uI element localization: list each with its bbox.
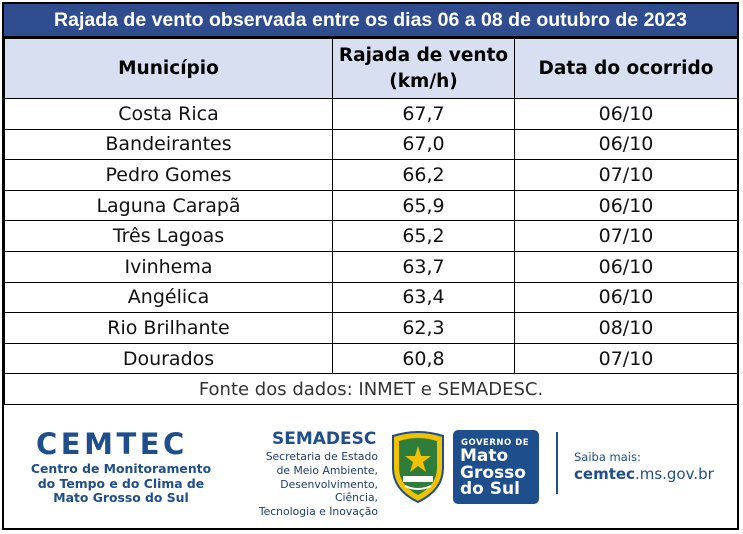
- cell-municipio: Pedro Gomes: [4, 159, 333, 191]
- header-rajada: Rajada de vento (km/h): [332, 38, 515, 99]
- governo-line3: do Sul: [460, 479, 520, 499]
- cell-rajada: 66,2: [332, 159, 515, 191]
- wind-gust-table: Município Rajada de vento (km/h) Data do…: [4, 38, 738, 406]
- page-title: Rajada de vento observada entre os dias …: [4, 4, 737, 38]
- website-bold: cemtec: [574, 465, 635, 483]
- table-row: Três Lagoas 65,2 07/10: [4, 220, 738, 252]
- semadesc-line1: Secretaria de Estado: [265, 450, 378, 463]
- cell-rajada: 65,2: [332, 220, 515, 252]
- header-rajada-line1: Rajada de vento: [338, 44, 509, 66]
- header-municipio: Município: [4, 38, 333, 99]
- cell-rajada: 60,8: [332, 342, 515, 375]
- table-row: Pedro Gomes 66,2 07/10: [4, 159, 738, 191]
- governo-top: GOVERNO DE: [461, 438, 530, 448]
- table-row: Angélica 63,4 06/10: [4, 281, 738, 314]
- cell-rajada: 67,7: [332, 98, 515, 130]
- cemtec-line2: do Tempo e do Clima de: [37, 475, 205, 491]
- table-header-row: Município Rajada de vento (km/h) Data do…: [4, 38, 738, 99]
- saiba-mais-label: Saiba mais:: [574, 450, 641, 464]
- table-row: Bandeirantes 67,0 06/10: [4, 128, 738, 161]
- cell-municipio: Três Lagoas: [4, 220, 333, 252]
- cell-municipio: Angélica: [4, 281, 333, 314]
- cell-municipio: Ivinhema: [4, 250, 333, 283]
- source-row: Fonte dos dados: INMET e SEMADESC.: [4, 373, 738, 406]
- governo-name: Mato Grosso do Sul: [460, 448, 526, 498]
- state-coat-of-arms-icon: [392, 431, 444, 504]
- website-rest: .ms.gov.br: [634, 465, 714, 483]
- governo-line1: Mato: [460, 446, 509, 466]
- cell-rajada: 63,7: [332, 250, 515, 283]
- cell-municipio: Rio Brilhante: [4, 312, 333, 344]
- semadesc-subtitle: Secretaria de Estado de Meio Ambiente, D…: [242, 450, 378, 519]
- semadesc-logo: SEMADESC: [272, 429, 377, 449]
- cell-rajada: 65,9: [332, 189, 515, 222]
- website-link[interactable]: cemtec.ms.gov.br: [574, 465, 714, 483]
- semadesc-line3: Desenvolvimento, Ciência,: [280, 477, 378, 505]
- cemtec-line1: Centro de Monitoramento: [30, 461, 212, 476]
- header-rajada-line2: (km/h): [389, 70, 458, 92]
- table-row: Costa Rica 67,7 06/10: [4, 98, 738, 130]
- cell-data: 08/10: [514, 312, 738, 344]
- cell-rajada: 62,3: [332, 312, 515, 344]
- governo-line2: Grosso: [460, 462, 526, 483]
- semadesc-line2: de Meio Ambiente,: [276, 463, 378, 477]
- cell-data: 07/10: [514, 220, 738, 252]
- governo-ms-logo: GOVERNO DE Mato Grosso do Sul: [453, 430, 539, 504]
- cemtec-subtitle: Centro de Monitoramento do Tempo e do Cl…: [26, 461, 216, 506]
- cell-data: 06/10: [514, 250, 738, 283]
- cell-data: 07/10: [514, 342, 738, 375]
- cemtec-line3: Mato Grosso do Sul: [53, 490, 189, 505]
- table-row: Dourados 60,8 07/10: [4, 342, 738, 375]
- cell-data: 06/10: [514, 98, 738, 130]
- cell-municipio: Costa Rica: [4, 98, 333, 130]
- cell-data: 07/10: [514, 159, 738, 191]
- table-row: Rio Brilhante 62,3 08/10: [4, 312, 738, 344]
- cell-rajada: 67,0: [332, 128, 515, 161]
- cell-data: 06/10: [514, 189, 738, 222]
- cell-data: 06/10: [514, 281, 738, 314]
- semadesc-line4: Tecnologia e Inovação: [258, 505, 378, 519]
- table-row: Ivinhema 63,7 06/10: [4, 250, 738, 283]
- footer-divider: [556, 432, 558, 494]
- cemtec-logo: CEMTEC: [36, 427, 188, 461]
- cell-municipio: Bandeirantes: [4, 128, 333, 161]
- cell-municipio: Laguna Carapã: [4, 189, 333, 222]
- header-data: Data do ocorrido: [514, 38, 738, 99]
- source-note: Fonte dos dados: INMET e SEMADESC.: [4, 373, 738, 406]
- cell-rajada: 63,4: [332, 281, 515, 314]
- cell-municipio: Dourados: [4, 342, 333, 375]
- cell-data: 06/10: [514, 128, 738, 161]
- table-row: Laguna Carapã 65,9 06/10: [4, 189, 738, 222]
- footer-logos: CEMTEC Centro de Monitoramento do Tempo …: [4, 408, 737, 528]
